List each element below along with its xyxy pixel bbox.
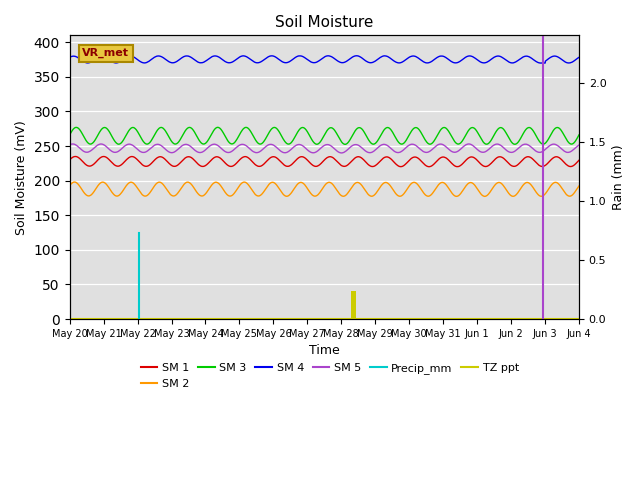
Y-axis label: Rain (mm): Rain (mm) xyxy=(612,144,625,210)
Text: VR_met: VR_met xyxy=(83,48,129,59)
Title: Soil Moisture: Soil Moisture xyxy=(275,15,374,30)
X-axis label: Time: Time xyxy=(309,344,340,357)
Bar xyxy=(351,291,356,319)
Legend: SM 1, SM 2, SM 3, SM 4, SM 5, Precip_mm, TZ ppt: SM 1, SM 2, SM 3, SM 4, SM 5, Precip_mm,… xyxy=(136,359,524,393)
Y-axis label: Soil Moisture (mV): Soil Moisture (mV) xyxy=(15,120,28,235)
